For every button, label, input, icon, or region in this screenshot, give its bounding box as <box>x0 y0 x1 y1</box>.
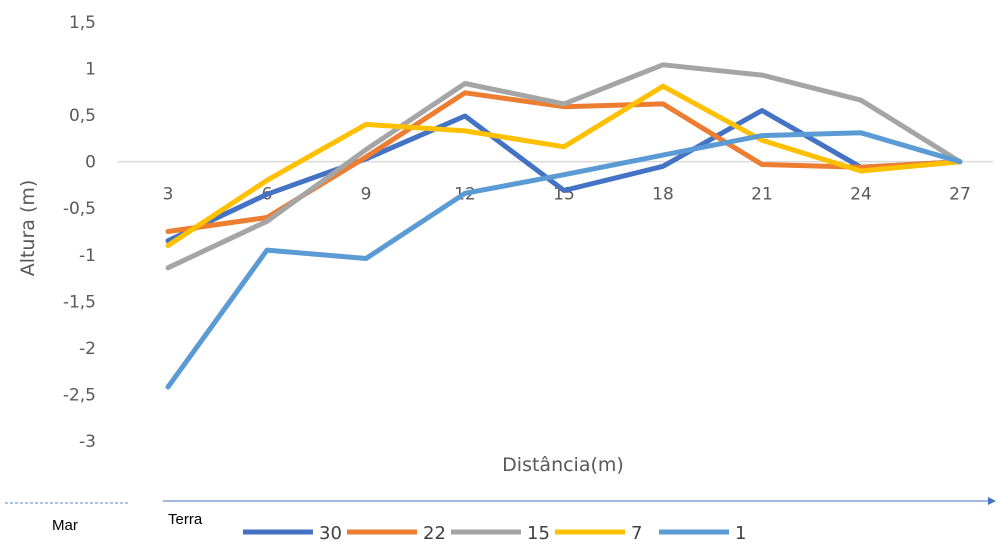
x-tick-label: 24 <box>850 185 872 205</box>
x-tick-label: 9 <box>361 185 372 205</box>
land-label: Terra <box>168 511 203 528</box>
y-tick-label: 1,5 <box>69 13 96 33</box>
x-axis-title: Distância(m) <box>502 454 624 476</box>
legend-label-22: 22 <box>423 523 446 544</box>
series-line-7 <box>165 83 963 248</box>
y-tick-label: -1 <box>79 246 96 266</box>
y-tick-label: 0 <box>85 153 96 173</box>
y-axis-ticks: 1,5 1 0,5 0 -0,5 -1 -1,5 -2 -2,5 -3 <box>63 13 96 452</box>
land-arrow-head <box>988 497 996 505</box>
x-tick-label: 18 <box>652 185 674 205</box>
sea-label: Mar <box>52 517 78 534</box>
x-tick-label: 3 <box>163 185 174 205</box>
series-line-30 <box>165 108 963 244</box>
y-tick-label: -0,5 <box>63 199 96 219</box>
legend: 30 22 15 7 1 <box>243 523 746 544</box>
series-line-15 <box>165 62 963 271</box>
legend-label-7: 7 <box>631 523 642 544</box>
y-tick-label: 0,5 <box>69 106 96 126</box>
x-tick-label: 27 <box>949 185 971 205</box>
legend-label-1: 1 <box>735 523 746 544</box>
y-axis-title: Altura (m) <box>17 180 39 277</box>
x-tick-label: 21 <box>751 185 773 205</box>
y-tick-label: -2 <box>79 339 96 359</box>
legend-label-30: 30 <box>319 523 342 544</box>
y-tick-label: -2,5 <box>63 385 96 405</box>
series-lines <box>165 62 963 390</box>
y-tick-label: -1,5 <box>63 292 96 312</box>
y-tick-label: 1 <box>85 60 96 80</box>
y-tick-label: -3 <box>79 432 96 452</box>
legend-label-15: 15 <box>527 523 550 544</box>
series-line-1 <box>165 130 963 390</box>
